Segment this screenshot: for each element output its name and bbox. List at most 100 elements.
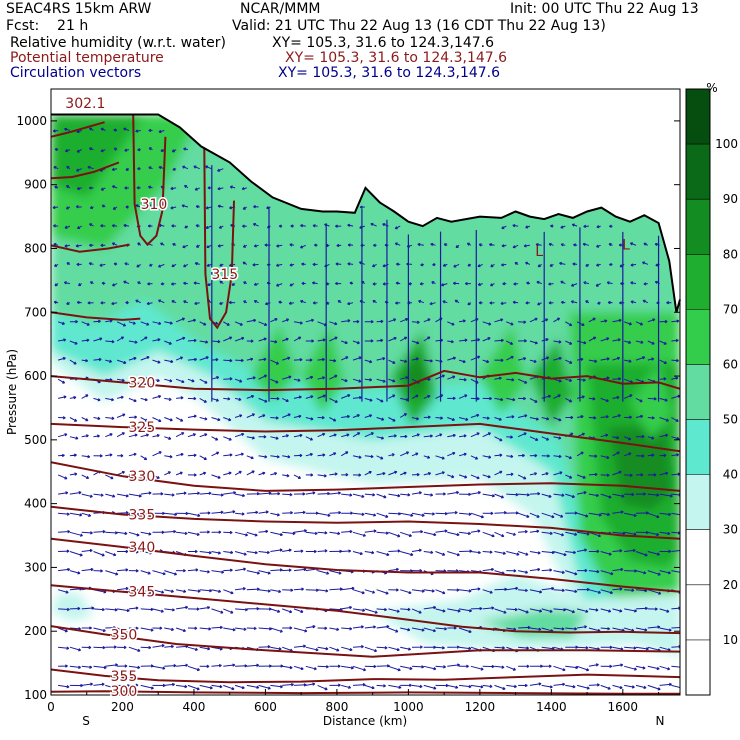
circulation-vector: [293, 453, 303, 458]
circulation-vector: [81, 394, 89, 399]
circulation-vector: [553, 627, 565, 631]
circulation-vector: [470, 550, 481, 555]
circulation-vector: [459, 646, 472, 651]
circulation-vector: [470, 587, 481, 591]
circulation-vector: [482, 550, 493, 554]
colorbar-swatch: [686, 199, 710, 255]
circulation-vector: [447, 663, 460, 667]
circulation-vector: [585, 263, 590, 267]
circulation-vector: [117, 549, 129, 554]
circulation-vector: [317, 646, 329, 651]
circulation-vector: [347, 301, 354, 306]
circulation-vector: [600, 570, 614, 576]
circulation-vector: [65, 185, 71, 189]
circulation-vector: [447, 531, 460, 537]
circulation-vector: [81, 512, 92, 517]
circulation-vector: [494, 436, 503, 442]
circulation-vector: [529, 567, 541, 572]
circulation-vector: [211, 339, 221, 344]
circulation-vector: [388, 394, 396, 399]
circulation-vector: [647, 625, 661, 629]
circulation-vector: [423, 318, 431, 323]
circulation-vector: [624, 452, 632, 457]
circulation-vector: [536, 280, 542, 285]
circulation-vector: [223, 530, 233, 535]
circulation-vector: [577, 378, 586, 382]
circulation-vector: [541, 472, 549, 476]
circulation-vector: [447, 626, 457, 630]
circulation-vector: [435, 416, 444, 420]
circulation-vector: [624, 394, 633, 399]
circulation-vector: [423, 359, 433, 363]
circulation-vector: [647, 607, 658, 611]
circulation-vector: [671, 626, 680, 629]
circulation-vector: [647, 453, 655, 457]
circulation-vector: [329, 664, 341, 668]
circulation-vector: [54, 283, 59, 287]
circulation-vector: [635, 434, 645, 439]
circulation-vector: [211, 510, 224, 515]
circulation-vector: [125, 300, 129, 305]
circulation-vector: [305, 417, 314, 421]
circulation-vector: [565, 608, 575, 614]
circulation-vector: [246, 413, 255, 418]
circulation-vector: [411, 340, 420, 345]
circulation-vector: [293, 549, 304, 553]
circulation-vector: [518, 683, 528, 688]
circulation-vector: [99, 263, 106, 267]
circulation-vector: [335, 262, 342, 266]
circulation-vector: [341, 627, 353, 631]
circulation-vector: [88, 186, 94, 190]
circulation-vector: [93, 416, 101, 421]
x-tick-label: 1200: [465, 700, 496, 714]
circulation-vector: [329, 417, 337, 422]
circulation-vector: [635, 570, 647, 575]
circulation-vector: [600, 397, 609, 403]
circulation-vector: [329, 549, 343, 554]
circulation-vector: [447, 356, 456, 361]
circulation-vector: [588, 359, 598, 363]
circulation-vector: [642, 261, 648, 265]
terrain: [51, 89, 681, 313]
circulation-vector: [305, 452, 313, 457]
circulation-vector: [223, 321, 230, 326]
circulation-vector: [597, 301, 601, 305]
x-tick-label: 600: [254, 700, 277, 714]
circulation-vector: [111, 167, 118, 171]
circulation-vector: [312, 262, 318, 267]
circulation-vector: [529, 551, 541, 555]
circulation-vector: [447, 375, 456, 380]
circulation-vector: [458, 417, 469, 421]
circulation-vector: [612, 318, 622, 323]
circulation-vector: [329, 646, 340, 652]
circulation-vector: [211, 625, 223, 630]
colorbar-swatch: [686, 474, 710, 530]
circulation-vector: [517, 512, 530, 518]
circulation-vector: [140, 531, 152, 536]
circulation-vector: [170, 282, 177, 286]
circulation-vector: [217, 168, 224, 172]
circulation-vector: [317, 338, 326, 342]
circulation-vector: [659, 433, 669, 438]
circulation-vector: [276, 283, 283, 287]
circulation-vector: [58, 684, 70, 689]
circulation-vector: [666, 300, 672, 305]
circulation-vector: [550, 224, 554, 228]
circulation-vector: [477, 282, 483, 286]
x-axis-label: Distance (km): [323, 714, 407, 728]
circulation-vector: [418, 299, 424, 304]
circulation-vector: [69, 340, 78, 345]
circulation-vector: [635, 551, 648, 557]
circulation-vector: [87, 301, 94, 305]
circulation-vector: [560, 243, 566, 247]
circulation-vector: [364, 414, 373, 418]
circulation-vector: [364, 608, 378, 614]
circulation-vector: [57, 589, 69, 594]
circulation-vector: [482, 359, 490, 364]
circulation-vector: [199, 417, 208, 421]
circulation-vector: [207, 283, 212, 286]
circulation-vector: [647, 416, 655, 420]
circulation-vector: [164, 340, 172, 345]
circulation-vector: [364, 512, 377, 517]
